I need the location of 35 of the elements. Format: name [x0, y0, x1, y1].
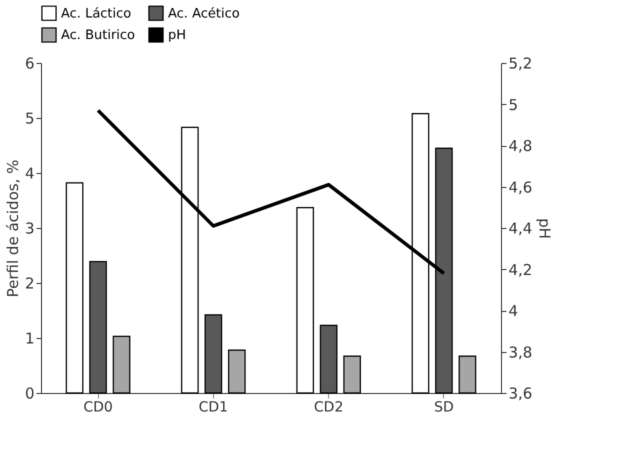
- legend-label: Ac. Butirico: [61, 28, 136, 43]
- legend-label: Ac. Láctico: [61, 6, 132, 22]
- y2-tick-label: 4,2: [508, 260, 532, 279]
- y2-tick-label: 3,8: [508, 343, 532, 362]
- y-tick-label: 5: [24, 110, 34, 128]
- x-tick-label: CD1: [198, 400, 228, 416]
- y-tick-label: 2: [24, 274, 34, 292]
- y-tick-label: 4: [24, 164, 34, 182]
- y2-tick-label: 4,8: [508, 137, 532, 155]
- bar: [204, 314, 222, 394]
- bar: [320, 324, 338, 394]
- y-axis-title: Perfil de ácidos, %: [4, 160, 22, 298]
- bar: [112, 336, 130, 394]
- x-tick-label: CD2: [314, 400, 344, 416]
- y-tick-label: 3: [24, 220, 34, 238]
- y-tick-label: 1: [24, 330, 34, 348]
- y-tick-label: 0: [24, 384, 34, 402]
- legend-label: Ac. Acético: [168, 6, 240, 22]
- x-tick-label: SD: [434, 400, 454, 416]
- bar: [343, 356, 361, 394]
- bar: [228, 350, 246, 394]
- y2-tick-label: 4,4: [508, 220, 532, 238]
- bar: [89, 260, 107, 394]
- bar: [66, 182, 84, 394]
- y2-tick-label: 5,2: [508, 54, 532, 72]
- bar: [458, 356, 476, 394]
- bar: [296, 207, 314, 394]
- y2-axis-title: pH: [535, 218, 554, 239]
- y2-tick-label: 4: [508, 302, 518, 320]
- legend-label: pH: [168, 28, 186, 43]
- x-tick-label: CD0: [83, 400, 113, 416]
- y2-tick-label: 4,6: [508, 178, 532, 196]
- y2-tick-label: 3,6: [508, 384, 532, 402]
- y-tick-label: 6: [24, 54, 34, 72]
- y2-tick-label: 5: [508, 96, 518, 114]
